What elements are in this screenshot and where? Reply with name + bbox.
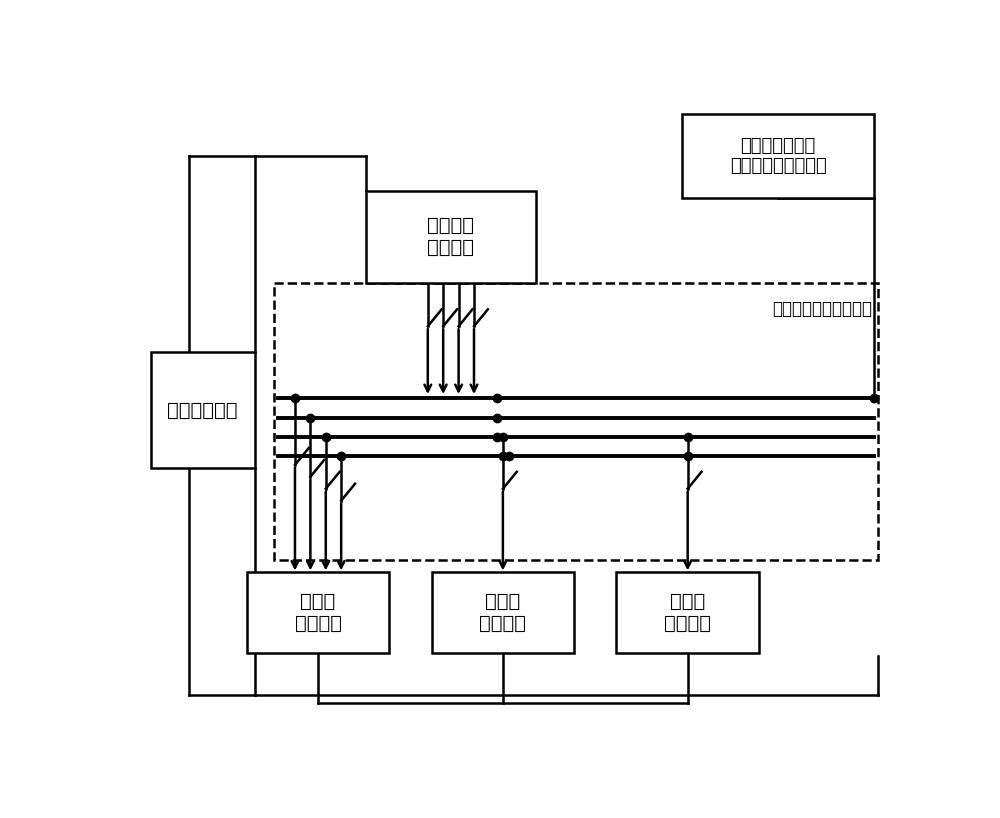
Text: 程控交流
稳压电源: 程控交流 稳压电源: [427, 216, 474, 257]
Bar: [151, 353, 255, 468]
Bar: [247, 572, 389, 653]
Text: 智能温度巡检仪
（含高精度热电偶）: 智能温度巡检仪 （含高精度热电偶）: [730, 137, 827, 175]
Bar: [432, 572, 574, 653]
Bar: [616, 572, 759, 653]
Text: 可编程
电子负载: 可编程 电子负载: [664, 591, 711, 632]
Text: 可编程
电子负载: 可编程 电子负载: [295, 591, 342, 632]
Text: 被测低压成套开关设备: 被测低压成套开关设备: [772, 300, 872, 318]
Bar: [682, 114, 874, 198]
Text: 可编程
电子负载: 可编程 电子负载: [479, 591, 526, 632]
Bar: [366, 191, 536, 283]
Text: 远程监控电脑: 远程监控电脑: [167, 401, 238, 420]
Bar: [274, 283, 878, 560]
